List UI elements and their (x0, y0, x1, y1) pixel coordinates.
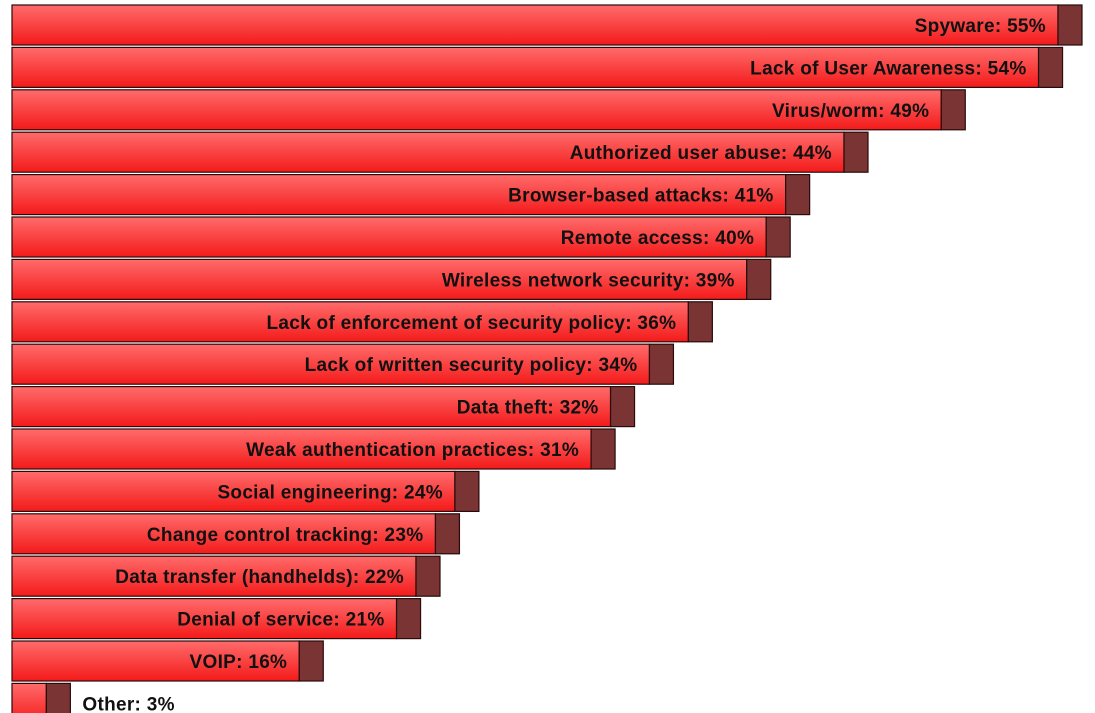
bar (11, 597, 398, 640)
bar (11, 174, 787, 216)
bar-end-cap (454, 470, 480, 512)
bar-group: Lack of enforcement of security policy: … (11, 301, 713, 343)
bar (11, 428, 592, 470)
bar-end-cap (395, 597, 422, 640)
bar-end-cap (590, 428, 616, 470)
bar-group: Lack of User Awareness: 54% (11, 46, 1064, 89)
bar-end-cap (785, 174, 811, 216)
bar-data-label: Denial of service: 21% (177, 610, 384, 631)
bar (11, 89, 942, 131)
bar-data-label: Spyware: 55% (915, 16, 1046, 37)
bar-data-label: Weak authentication practices: 31% (246, 440, 579, 461)
bar-data-label: Data theft: 32% (457, 398, 599, 419)
bar-group: Browser-based attacks: 41% (11, 174, 811, 216)
bar-group: Denial of service: 21% (11, 597, 422, 640)
bar-end-cap (940, 89, 966, 131)
bar-end-cap (609, 386, 636, 428)
bar-data-label: Lack of written security policy: 34% (305, 355, 638, 376)
bar-data-label: Change control tracking: 23% (147, 525, 424, 546)
bar-data-label: Data transfer (handhelds): 22% (115, 567, 404, 588)
bar (11, 46, 1040, 89)
bar (11, 258, 748, 300)
bar (11, 131, 845, 173)
bar-data-label: Virus/worm: 49% (772, 101, 929, 122)
bar-end-cap (843, 131, 869, 173)
bar-end-cap (746, 258, 772, 300)
bar (11, 555, 417, 597)
bar-end-cap (1037, 46, 1064, 89)
bar-group: Data transfer (handhelds): 22% (11, 555, 441, 597)
bar-group: Social engineering: 24% (11, 470, 480, 512)
bar (11, 4, 1059, 46)
bar-group: Virus/worm: 49% (11, 89, 966, 131)
bar (11, 386, 612, 428)
bar-data-label: VOIP: 16% (190, 652, 288, 673)
bar-group: Spyware: 55% (11, 4, 1083, 46)
bar-data-label: Lack of User Awareness: 54% (750, 58, 1026, 79)
bar-end-cap (765, 216, 791, 258)
bar-data-label: Lack of enforcement of security policy: … (266, 313, 676, 334)
bar-end-cap (1057, 4, 1083, 46)
bar-end-cap (434, 513, 461, 555)
bar-end-cap (45, 682, 71, 713)
bar-data-label: Browser-based attacks: 41% (508, 186, 773, 207)
bar-group: Lack of written security policy: 34% (11, 343, 675, 385)
bar-group: Authorized user abuse: 44% (11, 131, 869, 173)
bar-group: Data theft: 32% (11, 386, 636, 428)
bar-end-cap (648, 343, 675, 385)
bar-group: Remote access: 40% (11, 216, 791, 258)
bar-data-label: Remote access: 40% (561, 228, 754, 249)
bar (11, 682, 47, 713)
bar-end-cap (687, 301, 713, 343)
bar-data-label: Other: 3% (82, 694, 174, 713)
bar (11, 301, 689, 343)
bar-end-cap (415, 555, 441, 597)
bar-end-cap (298, 640, 324, 682)
bar-group: Weak authentication practices: 31% (11, 428, 616, 470)
bar (11, 216, 767, 258)
bar (11, 343, 651, 385)
bar-group: VOIP: 16% (11, 640, 324, 682)
bar (11, 513, 437, 555)
bar-data-label: Authorized user abuse: 44% (570, 143, 832, 164)
bar-group: Change control tracking: 23% (11, 513, 461, 555)
bar-group: Wireless network security: 39% (11, 258, 772, 300)
bar-data-label: Wireless network security: 39% (442, 270, 735, 291)
bar-group: Other: 3% (11, 682, 175, 713)
bar-data-label: Social engineering: 24% (217, 482, 442, 503)
